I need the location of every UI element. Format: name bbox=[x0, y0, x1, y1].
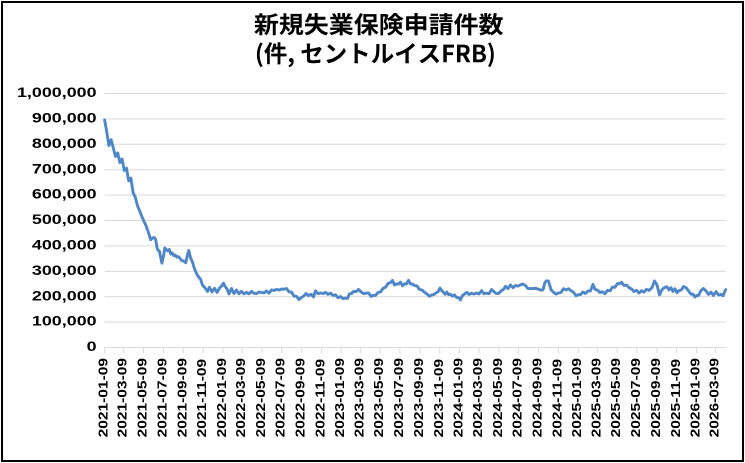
svg-text:2022-05-09: 2022-05-09 bbox=[254, 358, 269, 437]
svg-text:2024-05-09: 2024-05-09 bbox=[491, 358, 506, 437]
svg-text:2022-03-09: 2022-03-09 bbox=[234, 358, 249, 437]
svg-text:2025-03-09: 2025-03-09 bbox=[589, 358, 604, 437]
svg-text:2023-05-09: 2023-05-09 bbox=[372, 358, 387, 437]
svg-text:0: 0 bbox=[87, 339, 97, 355]
svg-text:2022-09-09: 2022-09-09 bbox=[294, 358, 309, 437]
svg-text:2023-09-09: 2023-09-09 bbox=[412, 358, 427, 437]
svg-text:800,000: 800,000 bbox=[32, 136, 97, 152]
svg-text:1,000,000: 1,000,000 bbox=[17, 85, 97, 101]
svg-text:2025-05-09: 2025-05-09 bbox=[609, 358, 624, 437]
svg-text:2021-01-09: 2021-01-09 bbox=[97, 358, 112, 437]
svg-text:2023-01-09: 2023-01-09 bbox=[333, 358, 348, 437]
svg-text:300,000: 300,000 bbox=[32, 263, 97, 279]
svg-text:2021-05-09: 2021-05-09 bbox=[136, 358, 151, 437]
svg-text:600,000: 600,000 bbox=[32, 187, 97, 203]
svg-text:400,000: 400,000 bbox=[32, 237, 97, 253]
svg-text:700,000: 700,000 bbox=[32, 161, 97, 177]
svg-text:2025-07-09: 2025-07-09 bbox=[629, 358, 644, 437]
svg-text:2026-01-09: 2026-01-09 bbox=[689, 358, 704, 437]
svg-text:500,000: 500,000 bbox=[32, 212, 97, 228]
svg-text:200,000: 200,000 bbox=[32, 288, 97, 304]
svg-text:2022-07-09: 2022-07-09 bbox=[274, 358, 289, 437]
svg-text:900,000: 900,000 bbox=[32, 110, 97, 126]
svg-text:2023-07-09: 2023-07-09 bbox=[392, 358, 407, 437]
svg-text:2023-11-09: 2023-11-09 bbox=[432, 359, 447, 438]
svg-text:2022-01-09: 2022-01-09 bbox=[215, 358, 230, 437]
svg-text:100,000: 100,000 bbox=[32, 314, 97, 330]
svg-text:2026-03-09: 2026-03-09 bbox=[708, 358, 723, 437]
svg-text:2024-07-09: 2024-07-09 bbox=[511, 358, 526, 437]
svg-text:2025-09-09: 2025-09-09 bbox=[649, 358, 664, 437]
svg-text:2025-01-09: 2025-01-09 bbox=[570, 358, 585, 437]
svg-text:2024-11-09: 2024-11-09 bbox=[551, 359, 566, 438]
svg-text:2024-01-09: 2024-01-09 bbox=[452, 358, 467, 437]
svg-text:2024-03-09: 2024-03-09 bbox=[471, 358, 486, 437]
svg-text:2021-11-09: 2021-11-09 bbox=[195, 359, 210, 438]
svg-text:2021-03-09: 2021-03-09 bbox=[116, 358, 131, 437]
svg-text:2023-03-09: 2023-03-09 bbox=[352, 358, 367, 437]
svg-text:2022-11-09: 2022-11-09 bbox=[314, 359, 329, 438]
svg-text:2021-09-09: 2021-09-09 bbox=[175, 358, 190, 437]
svg-text:2021-07-09: 2021-07-09 bbox=[155, 358, 170, 437]
svg-text:2025-11-09: 2025-11-09 bbox=[669, 359, 684, 438]
svg-text:2024-09-09: 2024-09-09 bbox=[531, 358, 546, 437]
